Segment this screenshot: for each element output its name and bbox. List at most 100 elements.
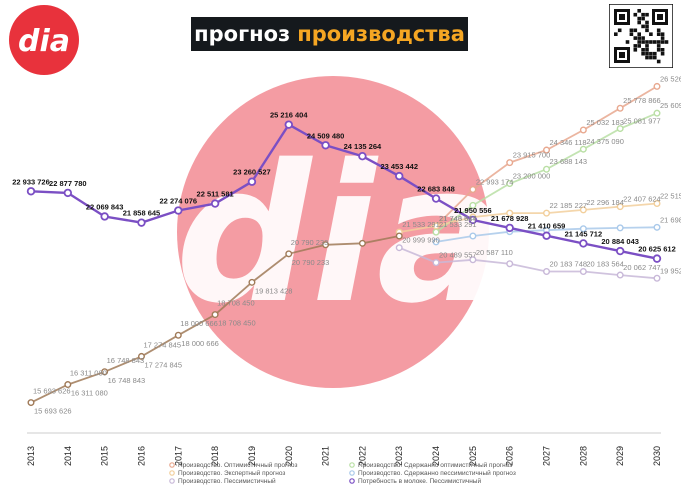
data-label-5-4: 18 000 666 xyxy=(181,339,219,348)
data-point-5-3 xyxy=(137,352,145,360)
data-point-4-10 xyxy=(395,244,403,252)
data-label-0-13: 23 915 700 xyxy=(513,151,551,160)
data-label-1-17: 25 609 354 xyxy=(660,101,681,110)
data-label-6-0: 22 933 726 xyxy=(12,177,50,186)
legend-marker-5 xyxy=(349,478,355,484)
data-point-1-16 xyxy=(616,125,624,133)
data-label-6-15: 21 145 712 xyxy=(565,229,603,238)
data-point-0-12 xyxy=(469,186,477,194)
data-point-6-5 xyxy=(210,199,220,208)
x-tick-label-2025: 2025 xyxy=(468,446,478,466)
qr-module xyxy=(660,48,665,52)
data-point-6-6 xyxy=(247,177,257,186)
data-label-extra-3: 17 274 845 xyxy=(143,340,181,349)
data-label-extra-4: 18 000 666 xyxy=(180,319,218,328)
x-tick-label-2021: 2021 xyxy=(321,446,331,466)
data-label-extra-1: 16 311 080 xyxy=(70,369,107,378)
data-point-1-13 xyxy=(506,179,514,187)
data-label-0-17: 26 526 247 xyxy=(660,74,681,83)
x-tick-label-2020: 2020 xyxy=(284,446,294,466)
data-label-6-16: 20 884 043 xyxy=(601,237,639,246)
data-point-1-12 xyxy=(469,201,477,209)
qr-module xyxy=(637,32,641,36)
legend: Производство. Оптимистичный прогноз Произ… xyxy=(169,461,516,485)
data-point-5-10 xyxy=(395,232,403,240)
qr-module xyxy=(656,40,661,44)
legend-label-3: Производство. Сдержанно пессимистичный п… xyxy=(358,469,516,477)
data-label-6-1: 22 877 780 xyxy=(49,179,87,188)
qr-code xyxy=(609,4,673,68)
data-point-3-16 xyxy=(616,224,624,232)
data-label-1-11: 21 533 291 xyxy=(439,220,477,229)
data-point-6-14 xyxy=(542,231,551,240)
data-point-6-1 xyxy=(63,188,73,198)
data-point-3-17 xyxy=(653,223,661,231)
qr-module xyxy=(629,28,634,33)
qr-module xyxy=(664,40,669,44)
data-point-5-5 xyxy=(211,311,219,319)
qr-module xyxy=(645,55,649,60)
data-point-4-15 xyxy=(579,268,587,276)
qr-module xyxy=(637,9,641,13)
data-label-4-11: 20 489 557 xyxy=(439,251,477,260)
data-label-4-14: 20 183 748 xyxy=(550,260,588,269)
legend-label-1: Производство. Сдержанно оптимистичный пр… xyxy=(358,461,512,469)
data-label-6-7: 25 216 404 xyxy=(270,111,308,120)
qr-module xyxy=(637,40,641,44)
data-point-6-4 xyxy=(174,206,183,215)
x-tick-label-2027: 2027 xyxy=(542,446,552,466)
qr-module xyxy=(641,36,645,40)
data-point-0-15 xyxy=(579,126,587,134)
data-point-4-11 xyxy=(432,259,440,267)
qr-module xyxy=(649,32,653,36)
data-point-6-7 xyxy=(284,120,293,129)
x-tick-label-2015: 2015 xyxy=(100,446,110,466)
qr-module xyxy=(617,28,622,33)
qr-module xyxy=(656,44,661,48)
data-point-2-11 xyxy=(432,222,440,230)
x-tick-label-2018: 2018 xyxy=(210,446,220,466)
x-tick-label-2023: 2023 xyxy=(394,446,404,466)
data-label-6-5: 22 511 581 xyxy=(197,190,234,199)
data-label-2-10: 21 533 291 xyxy=(402,220,440,229)
chart-labels: 21 743 347 22 993 174 23 915 700 24 346 118… xyxy=(12,74,681,415)
data-point-6-9 xyxy=(358,152,367,161)
data-point-6-0 xyxy=(26,187,36,196)
qr-module xyxy=(660,32,665,36)
data-point-1-11 xyxy=(432,228,440,236)
data-point-6-15 xyxy=(579,239,588,248)
qr-module xyxy=(637,20,641,25)
x-tick-label-2028: 2028 xyxy=(578,446,588,466)
data-label-0-16: 25 778 866 xyxy=(623,96,661,105)
data-point-2-13 xyxy=(506,209,514,217)
data-label-0-11: 21 743 347 xyxy=(439,214,477,223)
x-tick-label-2029: 2029 xyxy=(615,446,625,466)
data-point-6-10 xyxy=(395,171,404,181)
data-label-6-13: 21 678 928 xyxy=(491,214,529,223)
qr-module xyxy=(645,20,649,25)
qr-module xyxy=(656,59,661,64)
data-point-4-13 xyxy=(506,260,514,268)
qr-module xyxy=(645,12,649,17)
qr-module xyxy=(649,55,653,60)
qr-module xyxy=(641,48,645,52)
qr-module xyxy=(653,51,657,56)
data-label-extra-5: 18 708 450 xyxy=(217,299,255,308)
data-label-2-17: 22 515 673 xyxy=(660,191,681,200)
data-label-2-11: 21 746 624 xyxy=(439,214,477,223)
watermark-text: dia xyxy=(175,124,504,345)
data-point-1-17 xyxy=(653,109,661,117)
qr-module xyxy=(641,12,645,17)
qr-module xyxy=(653,40,657,44)
qr-module xyxy=(653,55,657,60)
qr-module xyxy=(633,28,638,33)
qr-module xyxy=(641,24,645,29)
data-label-4-10: 20 999 990 xyxy=(402,236,440,245)
data-point-4-17 xyxy=(653,274,661,282)
qr-module xyxy=(649,40,653,44)
data-label-6-12: 21 950 556 xyxy=(454,206,492,215)
data-label-6-9: 24 135 264 xyxy=(344,142,382,151)
qr-module xyxy=(656,28,661,33)
dia-logo: dia xyxy=(9,5,79,75)
qr-module xyxy=(637,44,641,48)
